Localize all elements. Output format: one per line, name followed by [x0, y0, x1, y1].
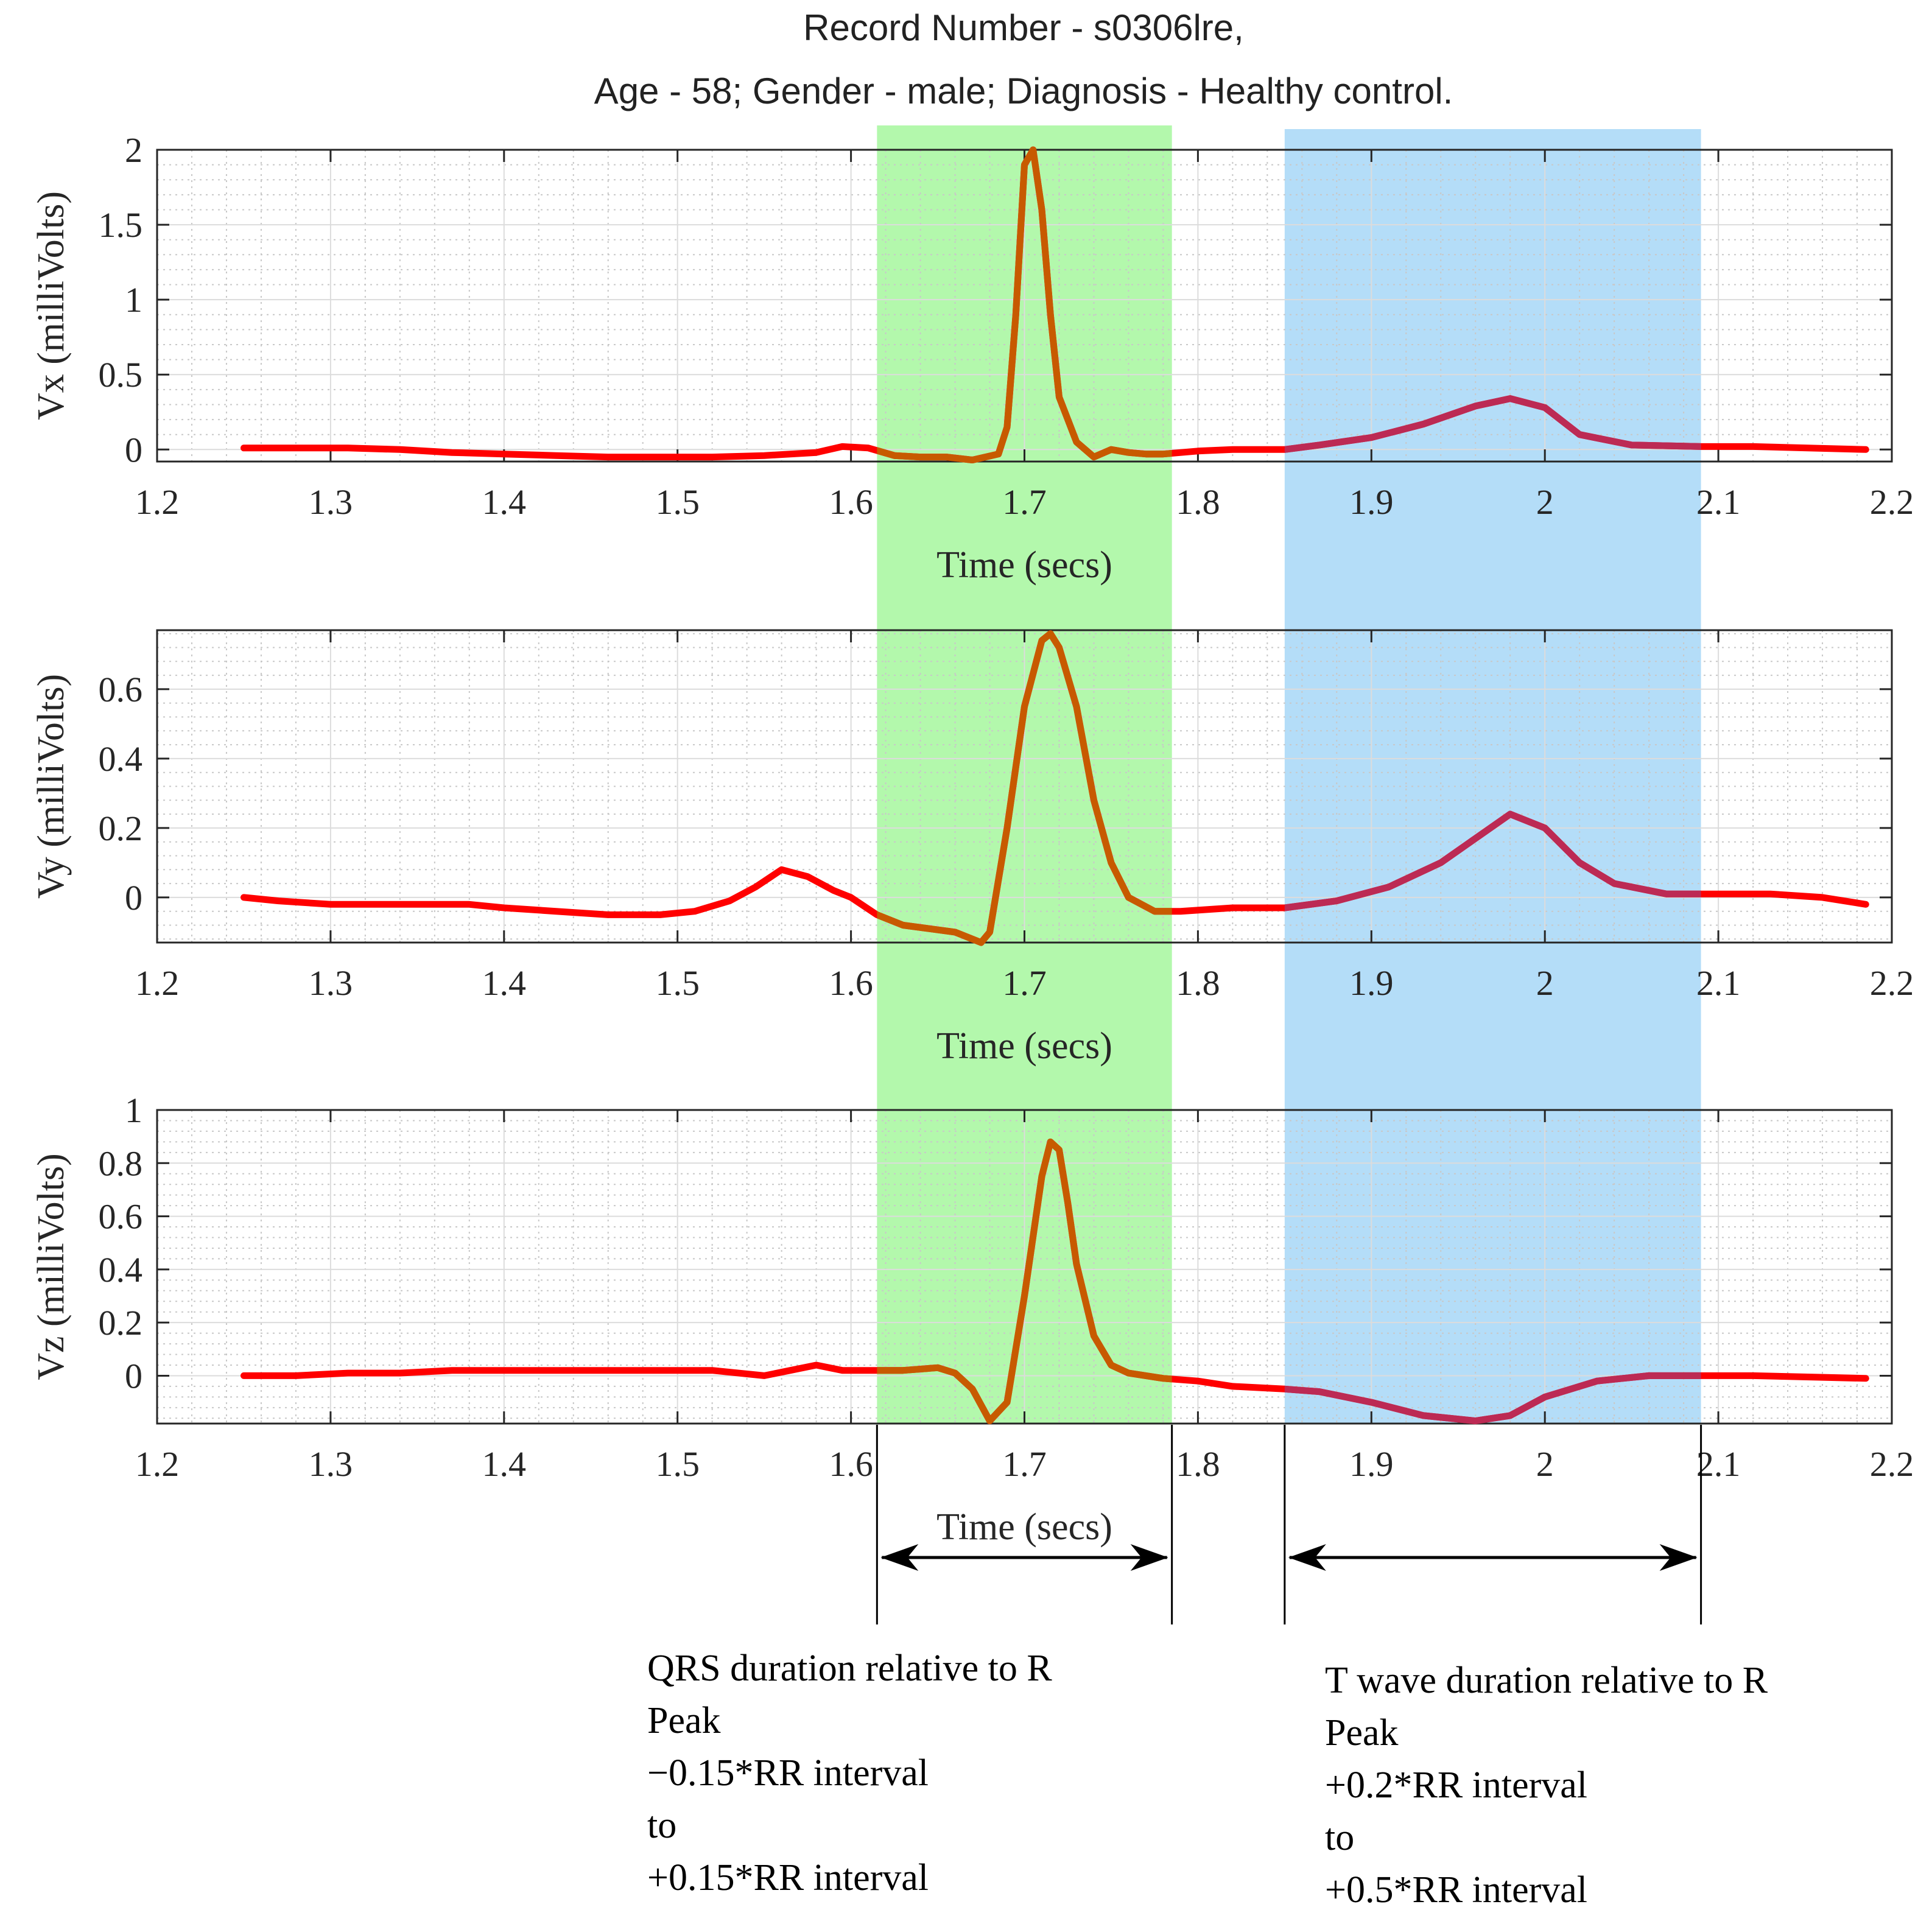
t-wave-annotation-line: +0.2*RR interval — [1325, 1765, 1587, 1806]
x-tick-label: 1.5 — [655, 1444, 700, 1484]
y-tick-label: 1 — [125, 280, 142, 320]
x-tick-label: 2.1 — [1696, 482, 1741, 522]
y-tick-label: 0.4 — [99, 1250, 143, 1290]
x-tick-label: 1.9 — [1349, 482, 1394, 522]
x-tick-label: 1.2 — [135, 963, 180, 1003]
y-tick-label: 1.5 — [99, 205, 143, 245]
x-tick-label: 2.1 — [1696, 963, 1741, 1003]
y-tick-label: 0.6 — [99, 1197, 143, 1237]
t-wave-annotation-line: +0.5*RR interval — [1325, 1869, 1587, 1911]
x-tick-label: 1.9 — [1349, 963, 1394, 1003]
x-tick-label: 1.2 — [135, 482, 180, 522]
series-group — [241, 630, 1869, 946]
y-tick-label: 0.6 — [99, 670, 143, 709]
arrowhead-right-icon — [1659, 1544, 1698, 1571]
y-axis-label: Vy (milliVolts) — [30, 674, 72, 899]
y-tick-label: 0 — [125, 878, 142, 918]
y-tick-label: 0.4 — [99, 739, 143, 779]
t-wave-annotation-line: T wave duration relative to R — [1325, 1660, 1768, 1701]
x-tick-label: 2.2 — [1870, 1444, 1914, 1484]
qrs-annotation-line: Peak — [647, 1700, 721, 1741]
x-tick-label: 1.3 — [309, 1444, 353, 1484]
x-tick-label: 1.4 — [482, 1444, 527, 1484]
x-tick-label: 1.7 — [1002, 963, 1047, 1003]
x-tick-label: 2 — [1536, 1444, 1554, 1484]
series-line-qrs — [877, 1138, 1172, 1425]
x-tick-label: 2 — [1536, 963, 1554, 1003]
series-line-t — [1284, 810, 1701, 911]
x-tick-label: 1.4 — [482, 963, 527, 1003]
x-axis-label: Time (secs) — [936, 1506, 1112, 1548]
y-tick-label: 0.2 — [99, 1303, 143, 1343]
qrs-annotation-line: +0.15*RR interval — [647, 1857, 929, 1898]
y-tick-label: 0 — [125, 1356, 142, 1396]
x-tick-label: 1.8 — [1176, 1444, 1220, 1484]
series-line-qrs — [877, 630, 1172, 946]
t-wave-annotation: T wave duration relative to R Peak +0.2*RR… — [1284, 1425, 1768, 1911]
x-tick-label: 1.5 — [655, 963, 700, 1003]
y-tick-label: 0.5 — [99, 355, 143, 395]
x-tick-label: 1.9 — [1349, 1444, 1394, 1484]
x-tick-label: 1.8 — [1176, 482, 1220, 522]
x-tick-label: 1.8 — [1176, 963, 1220, 1003]
y-tick-label: 0.2 — [99, 809, 143, 848]
x-tick-label: 1.3 — [309, 963, 353, 1003]
qrs-annotation-line: to — [647, 1805, 676, 1846]
panel-3: 1.2 1.3 1.4 1.5 1.6 1.7 1.8 1.9 2 2.1 2.2 0 0.2 0.4 0.… — [30, 1090, 1914, 1548]
major-grid — [157, 630, 1892, 943]
qrs-annotation-line: QRS duration relative to R — [647, 1648, 1052, 1689]
qrs-annotation-line: −0.15*RR interval — [647, 1752, 929, 1794]
panel-1: 1.2 1.3 1.4 1.5 1.6 1.7 1.8 1.9 2 2.1 2.2 0 0.5 1 1.5 2… — [30, 130, 1914, 586]
x-tick-label: 1.6 — [829, 963, 873, 1003]
y-tick-label: 1 — [125, 1090, 142, 1130]
x-tick-label: 1.2 — [135, 1444, 180, 1484]
chart-panels: 1.2 1.3 1.4 1.5 1.6 1.7 1.8 1.9 2 2.1 2.2 0 0.5 1 1.5 2… — [30, 130, 1914, 1548]
series-group — [241, 146, 1869, 463]
arrowhead-left-icon — [1288, 1544, 1326, 1571]
highlight-bands — [877, 125, 1701, 1424]
t-wave-band — [1284, 129, 1701, 1424]
x-tick-label: 1.7 — [1002, 1444, 1047, 1484]
x-axis-label: Time (secs) — [936, 1025, 1112, 1067]
y-axis-label: Vx (milliVolts) — [30, 191, 72, 420]
series-line-t — [1284, 395, 1701, 453]
x-tick-label: 1.7 — [1002, 482, 1047, 522]
interval-annotations: QRS duration relative to R Peak −0.15*RR i… — [647, 1425, 1768, 1911]
arrowhead-right-icon — [1130, 1544, 1168, 1571]
title-line-2: Age - 58; Gender - male; Diagnosis - Hea… — [594, 71, 1453, 111]
x-tick-label: 2.2 — [1870, 963, 1914, 1003]
series-group — [241, 1138, 1869, 1425]
t-wave-annotation-line: to — [1325, 1817, 1354, 1858]
y-tick-label: 2 — [125, 130, 142, 170]
y-tick-label: 0 — [125, 430, 142, 469]
panel-2: 1.2 1.3 1.4 1.5 1.6 1.7 1.8 1.9 2 2.1 2.2 0 0.2 0.4 0.… — [30, 629, 1914, 1067]
x-tick-label: 2.2 — [1870, 482, 1914, 522]
x-tick-label: 1.6 — [829, 1444, 873, 1484]
x-tick-label: 1.5 — [655, 482, 700, 522]
series-line-qrs — [877, 146, 1172, 463]
x-tick-label: 1.3 — [309, 482, 353, 522]
y-axis-label: Vz (milliVolts) — [30, 1153, 72, 1380]
x-tick-label: 2 — [1536, 482, 1554, 522]
qrs-annotation: QRS duration relative to R Peak −0.15*RR i… — [647, 1425, 1173, 1898]
title-line-1: Record Number - s0306lre, — [803, 7, 1244, 48]
arrowhead-left-icon — [880, 1544, 919, 1571]
series-line-t — [1284, 1372, 1701, 1425]
x-axis-label: Time (secs) — [936, 544, 1112, 586]
x-tick-label: 1.4 — [482, 482, 527, 522]
x-tick-label: 1.6 — [829, 482, 873, 522]
t-wave-annotation-line: Peak — [1325, 1712, 1399, 1754]
x-tick-label: 2.1 — [1696, 1444, 1741, 1484]
y-tick-label: 0.8 — [99, 1143, 143, 1183]
figure-title: Record Number - s0306lre, Age - 58; Gend… — [594, 7, 1453, 111]
